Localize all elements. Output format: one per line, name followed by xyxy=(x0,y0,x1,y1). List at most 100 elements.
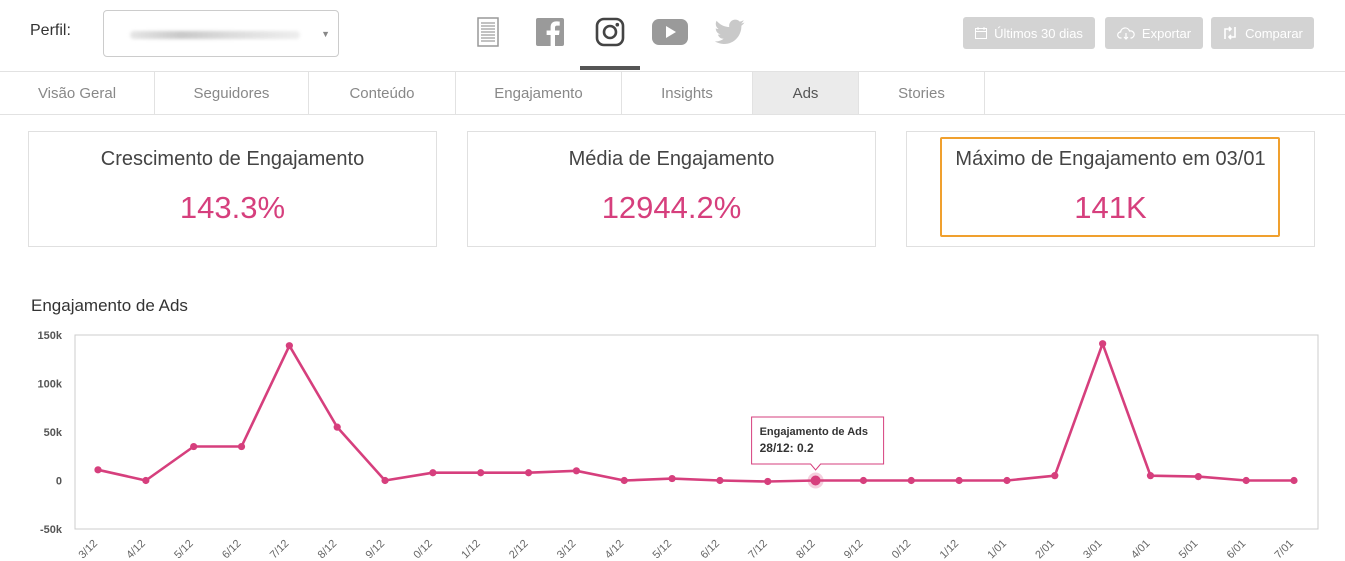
tab-engajamento[interactable]: Engajamento xyxy=(456,72,622,114)
data-point xyxy=(1290,476,1298,485)
facebook-icon[interactable] xyxy=(532,14,568,50)
chart-title: Engajamento de Ads xyxy=(31,296,188,315)
data-point xyxy=(955,476,963,485)
data-point xyxy=(572,467,581,475)
compare-icon xyxy=(1224,26,1236,40)
data-point xyxy=(142,476,150,485)
x-tick-label: 8/12 xyxy=(316,538,340,561)
x-tick-label: 4/12 xyxy=(124,538,148,561)
active-network-indicator xyxy=(580,66,640,70)
perfil-select[interactable]: ▼ xyxy=(103,10,339,57)
stat-card-media: Média de Engajamento 12944.2% xyxy=(467,131,876,247)
x-tick-label: 3/12 xyxy=(555,538,579,561)
x-tick-label: 8/12 xyxy=(794,538,818,561)
stat-card-title: Máximo de Engajamento em 03/01 xyxy=(955,148,1266,170)
export-button[interactable]: Exportar xyxy=(1105,17,1203,49)
top-bar: Perfil: ▼ xyxy=(0,0,1345,72)
data-point xyxy=(716,476,724,485)
x-tick-label: 1/01 xyxy=(985,538,1009,561)
stat-card-value: 143.3% xyxy=(179,190,286,225)
highlight-box xyxy=(940,137,1280,237)
export-label: Exportar xyxy=(1141,25,1192,41)
tab-insights[interactable]: Insights xyxy=(622,72,753,114)
calendar-icon xyxy=(975,27,988,39)
x-tick-label: 2/12 xyxy=(507,538,531,561)
date-range-button[interactable]: Últimos 30 dias xyxy=(963,17,1095,49)
compare-button[interactable]: Comparar xyxy=(1211,17,1314,49)
x-tick-label: 3/01 xyxy=(1081,538,1105,561)
x-tick-label: 5/12 xyxy=(651,538,675,561)
x-tick-label: 4/01 xyxy=(1129,538,1153,561)
x-tick-label: 9/12 xyxy=(364,538,388,561)
date-range-label: Últimos 30 dias xyxy=(994,25,1083,41)
engagement-line-chart: 150k 100k 50k 0 -50k 3/12 4/12 5/12 6/12 7/12 8/12… xyxy=(38,330,1319,561)
x-tick-label: 4/12 xyxy=(603,538,627,561)
x-tick-label: 7/12 xyxy=(746,538,770,561)
tab-conteudo[interactable]: Conteúdo xyxy=(309,72,456,114)
x-tick-label: 5/12 xyxy=(172,538,196,561)
tab-ads[interactable]: Ads xyxy=(753,72,859,114)
data-point xyxy=(1051,472,1059,480)
data-point xyxy=(381,476,389,485)
instagram-icon[interactable] xyxy=(592,14,628,50)
x-tick-label: 1/12 xyxy=(938,538,962,561)
data-point xyxy=(1003,476,1011,485)
x-tick-label: 9/12 xyxy=(842,538,866,561)
document-icon[interactable] xyxy=(470,14,506,50)
data-point xyxy=(94,466,102,474)
tab-stories[interactable]: Stories xyxy=(859,72,985,114)
x-tick-label: 3/12 xyxy=(76,538,100,561)
data-point xyxy=(237,442,246,451)
stat-card-maximo: Máximo de Engajamento em 03/01 141K xyxy=(906,131,1315,247)
data-point xyxy=(859,476,868,485)
y-tick-label: 0 xyxy=(56,476,62,488)
data-point xyxy=(285,342,293,350)
x-tick-label: 1/12 xyxy=(459,538,483,561)
data-point xyxy=(1194,473,1202,481)
data-point xyxy=(1099,340,1107,348)
data-point xyxy=(810,475,821,486)
x-tick-label: 0/12 xyxy=(890,538,914,561)
tooltip-box xyxy=(751,416,885,471)
x-tick-label: 6/01 xyxy=(1225,538,1249,561)
chevron-down-icon: ▼ xyxy=(321,29,330,39)
x-tick-label: 7/01 xyxy=(1272,538,1296,561)
stat-card-crescimento: Crescimento de Engajamento 143.3% xyxy=(28,131,437,247)
twitter-icon[interactable] xyxy=(712,14,748,50)
cloud-download-icon xyxy=(1117,26,1135,40)
youtube-icon[interactable] xyxy=(652,14,688,50)
perfil-label: Perfil: xyxy=(30,22,71,39)
data-point xyxy=(190,442,198,451)
data-point xyxy=(429,469,437,477)
y-tick-label: 100k xyxy=(38,379,63,391)
data-point xyxy=(1146,472,1155,480)
stat-card-value: 141K xyxy=(1074,190,1147,225)
stat-card-title: Média de Engajamento xyxy=(568,148,775,170)
plot-frame xyxy=(74,334,1319,530)
y-tick-label: 50k xyxy=(44,427,63,439)
tab-bar: Visão Geral Seguidores Conteúdo Engajame… xyxy=(0,72,1345,115)
data-point xyxy=(764,477,772,486)
data-point xyxy=(524,469,533,477)
stat-card-title: Crescimento de Engajamento xyxy=(100,148,365,170)
y-tick-label: -50k xyxy=(40,524,63,536)
stat-card-value: 12944.2% xyxy=(601,190,742,225)
x-tick-label: 6/12 xyxy=(698,538,722,561)
tab-seguidores[interactable]: Seguidores xyxy=(155,72,309,114)
redacted-profile-name xyxy=(130,31,300,39)
x-tick-label: 5/01 xyxy=(1177,538,1201,561)
data-point xyxy=(1242,476,1250,485)
tooltip-title: Engajamento de Ads xyxy=(760,426,868,438)
tab-visao-geral[interactable]: Visão Geral xyxy=(0,72,155,114)
x-tick-label: 7/12 xyxy=(268,538,292,561)
data-point xyxy=(333,423,341,431)
x-tick-label: 2/01 xyxy=(1033,538,1057,561)
data-point xyxy=(620,476,628,485)
series-line xyxy=(97,342,1294,483)
data-point xyxy=(907,476,915,485)
data-point xyxy=(668,474,676,483)
x-tick-label: 6/12 xyxy=(220,538,244,561)
data-point xyxy=(477,469,485,477)
compare-label: Comparar xyxy=(1245,25,1303,41)
x-tick-label: 0/12 xyxy=(411,538,435,561)
